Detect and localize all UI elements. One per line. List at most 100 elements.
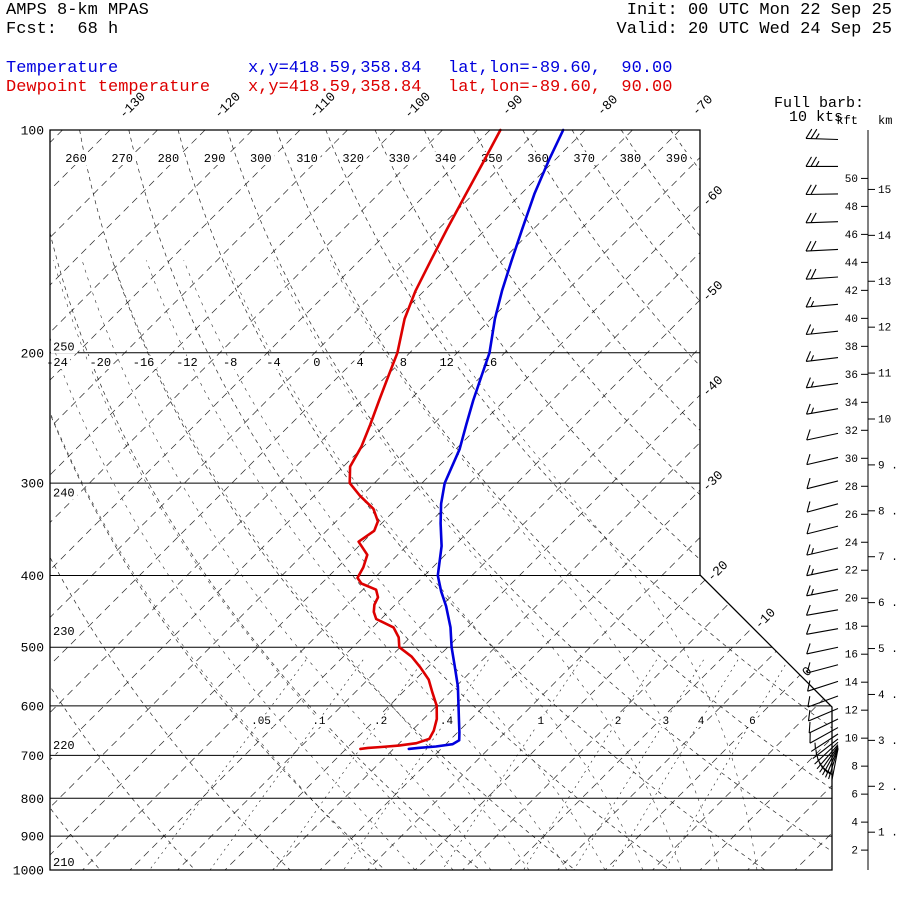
svg-text:12: 12 (439, 356, 453, 370)
forecast-hour: Fcst: 68 h (6, 20, 119, 39)
wind-barb-staff (806, 357, 839, 362)
svg-text:220: 220 (53, 739, 75, 753)
wind-barb-staff (806, 330, 839, 336)
wind-barb-staff (809, 727, 839, 744)
svg-text:-16: -16 (133, 356, 155, 370)
svg-text:-30: -30 (699, 468, 726, 495)
model-title: AMPS 8-km MPAS (6, 1, 149, 20)
svg-text:200: 200 (21, 346, 44, 361)
dry-adiabat-line (423, 130, 832, 870)
isotherm-line (0, 130, 15, 870)
svg-text:34: 34 (845, 398, 859, 410)
svg-text:270: 270 (111, 152, 133, 166)
svg-text:12 .: 12 . (878, 323, 900, 335)
dry-adiabat-line (226, 130, 832, 870)
isotherm-line (50, 130, 728, 870)
moist-adiabat-line (225, 260, 644, 870)
mixing-ratio-line (334, 659, 489, 870)
mixing-ratio-line (140, 659, 307, 870)
wind-barb-staff (806, 432, 839, 441)
svg-text:30: 30 (845, 454, 858, 466)
mixing-ratio-line (200, 659, 364, 870)
legend-temperature-label: Temperature (6, 59, 119, 78)
dry-adiabat-line (50, 130, 407, 870)
svg-text:28: 28 (845, 482, 858, 494)
svg-text:50: 50 (845, 174, 858, 186)
svg-text:8: 8 (851, 762, 858, 774)
moist-adiabat-line (50, 260, 378, 870)
temperature-curve (407, 128, 565, 751)
svg-text:370: 370 (573, 152, 595, 166)
svg-text:14 .: 14 . (878, 231, 900, 243)
svg-text:320: 320 (342, 152, 364, 166)
svg-text:26: 26 (845, 510, 858, 522)
legend-dewpoint-xy: x,y=418.59,358.84 (248, 78, 422, 97)
moist-adiabat-line (330, 260, 720, 870)
mixing-ratio-line (515, 659, 657, 870)
mixing-ratio-line (265, 659, 424, 870)
wind-barb-staff (806, 408, 839, 415)
svg-text:100: 100 (21, 124, 44, 139)
wind-barb-staff (806, 664, 839, 674)
svg-text:14: 14 (845, 678, 859, 690)
init-time: Init: 00 UTC Mon 22 Sep 25 (626, 1, 892, 20)
svg-text:-12: -12 (176, 356, 198, 370)
moist-adiabat-line (273, 260, 682, 870)
svg-text:380: 380 (620, 152, 642, 166)
svg-text:2: 2 (615, 716, 622, 728)
legend-dewpoint-latlon: lat,lon=-89.60, 90.00 (448, 78, 673, 97)
svg-text:310: 310 (296, 152, 318, 166)
svg-text:-10: -10 (752, 605, 779, 632)
isotherm-line (50, 130, 253, 870)
svg-text:-40: -40 (699, 373, 726, 400)
wind-barb-staff (806, 303, 839, 308)
svg-text:-60: -60 (699, 183, 726, 210)
svg-text:38: 38 (845, 342, 858, 354)
mixing-ratio-line (603, 659, 739, 870)
isotherm-line (319, 130, 832, 870)
dry-adiabat-line (50, 130, 214, 870)
svg-text:42: 42 (845, 286, 858, 298)
wind-barb-staff (806, 568, 839, 577)
svg-text:4: 4 (356, 356, 363, 370)
svg-text:800: 800 (21, 792, 44, 807)
svg-text:300: 300 (21, 477, 44, 492)
moist-adiabat-line (146, 260, 568, 870)
full-barb-note: Full barb: (774, 95, 865, 112)
isotherm-line (50, 130, 681, 870)
svg-text:44: 44 (845, 258, 859, 270)
svg-text:330: 330 (389, 152, 411, 166)
legend-dewpoint-label: Dewpoint temperature (6, 78, 211, 97)
svg-text:240: 240 (53, 487, 75, 501)
svg-text:4 .: 4 . (878, 690, 898, 702)
svg-text:km: km (878, 114, 892, 128)
svg-text:1 .: 1 . (878, 828, 898, 840)
moist-adiabat-line (396, 260, 758, 870)
svg-text:2 .: 2 . (878, 782, 898, 794)
svg-text:.2: .2 (374, 716, 387, 728)
plot-border (49, 129, 833, 871)
svg-text:1: 1 (537, 716, 544, 728)
svg-text:600: 600 (21, 699, 44, 714)
dry-adiabat-line (620, 130, 832, 870)
dry-adiabat-line (374, 130, 832, 870)
valid-time: Valid: 20 UTC Wed 24 Sep 25 (616, 20, 892, 39)
isotherm-line (272, 130, 832, 870)
isotherm-line (50, 130, 206, 870)
svg-text:.4: .4 (440, 716, 454, 728)
wind-barb-staff (806, 382, 839, 389)
isotherm-line (50, 130, 586, 870)
svg-text:16: 16 (845, 650, 858, 662)
svg-text:8: 8 (400, 356, 407, 370)
svg-text:700: 700 (21, 749, 44, 764)
svg-text:32: 32 (845, 426, 858, 438)
svg-text:7 .: 7 . (878, 552, 898, 564)
svg-text:210: 210 (53, 856, 75, 870)
svg-text:36: 36 (845, 370, 858, 382)
legend-temperature-xy: x,y=418.59,358.84 (248, 59, 422, 78)
moist-adiabat-line (53, 260, 454, 870)
svg-text:-70: -70 (689, 92, 716, 119)
svg-text:9 .: 9 . (878, 460, 898, 472)
